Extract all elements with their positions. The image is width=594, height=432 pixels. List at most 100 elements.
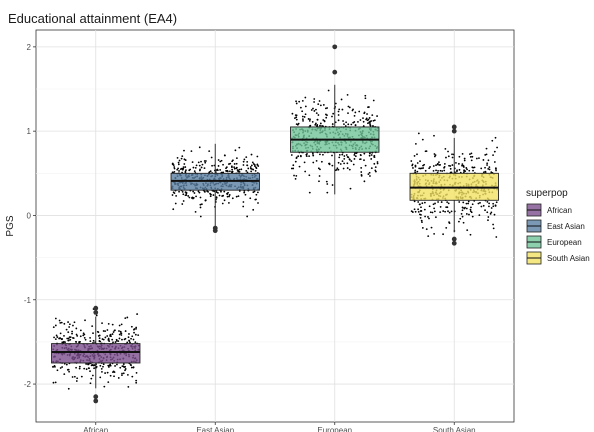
legend-label: European	[547, 238, 582, 247]
jitter-point	[372, 99, 375, 102]
jitter-point	[127, 336, 130, 339]
jitter-point	[421, 221, 423, 223]
jitter-point	[177, 163, 180, 166]
jitter-point	[255, 198, 257, 201]
jitter-point	[331, 115, 333, 118]
jitter-point	[479, 201, 481, 204]
jitter-point	[124, 368, 127, 370]
jitter-point	[464, 206, 466, 209]
jitter-point	[337, 114, 340, 116]
jitter-point	[492, 154, 494, 156]
jitter-point	[354, 111, 357, 114]
jitter-point	[80, 375, 83, 378]
jitter-point	[302, 119, 304, 122]
jitter-point	[52, 365, 54, 368]
jitter-point	[69, 336, 72, 339]
jitter-point	[231, 197, 234, 200]
y-axis: -2 -1 0 1 2	[24, 43, 36, 389]
jitter-point	[464, 170, 467, 173]
jitter-point	[109, 374, 112, 377]
jitter-point	[342, 167, 345, 170]
jitter-point	[462, 221, 465, 224]
jitter-point	[123, 338, 126, 341]
jitter-point	[484, 154, 487, 156]
jitter-point	[350, 160, 353, 162]
jitter-point	[244, 193, 247, 196]
jitter-point	[185, 169, 187, 172]
jitter-point	[89, 382, 92, 385]
jitter-point	[120, 323, 123, 326]
jitter-point	[420, 210, 423, 212]
jitter-point	[366, 119, 369, 122]
jitter-point	[319, 122, 322, 125]
jitter-point	[184, 159, 187, 161]
jitter-point	[238, 168, 241, 171]
jitter-point	[134, 333, 137, 336]
jitter-point	[59, 322, 62, 324]
jitter-point	[114, 365, 116, 367]
jitter-point	[325, 116, 328, 119]
jitter-point	[182, 167, 185, 170]
y-tick-label: -2	[24, 380, 32, 389]
jitter-point	[429, 211, 432, 214]
jitter-point	[372, 119, 375, 122]
jitter-point	[417, 208, 419, 211]
outlier-point	[93, 398, 99, 404]
jitter-point	[181, 190, 184, 193]
jitter-point	[58, 319, 61, 322]
jitter-point	[135, 381, 138, 384]
jitter-point	[122, 372, 125, 375]
jitter-point	[219, 169, 222, 171]
jitter-point	[172, 191, 175, 194]
jitter-point	[54, 324, 57, 327]
jitter-point	[113, 375, 115, 378]
jitter-point	[121, 374, 123, 377]
jitter-point	[66, 368, 69, 371]
jitter-point	[85, 363, 88, 365]
jitter-point	[101, 338, 104, 340]
jitter-point	[489, 212, 492, 215]
jitter-point	[424, 215, 426, 218]
jitter-point	[171, 194, 174, 196]
gridlines	[36, 30, 514, 422]
jitter-point	[61, 366, 64, 368]
jitter-point	[347, 156, 350, 159]
jitter-point	[111, 333, 114, 335]
jitter-point	[338, 153, 341, 156]
jitter-point	[121, 338, 123, 341]
jitter-point	[444, 210, 447, 213]
jitter-point	[352, 121, 355, 124]
jitter-point	[370, 120, 373, 122]
jitter-point	[63, 322, 66, 325]
jitter-point	[116, 363, 118, 366]
jitter-point	[73, 321, 76, 324]
jitter-point	[223, 199, 226, 202]
jitter-point	[87, 363, 90, 366]
jitter-point	[487, 219, 489, 222]
jitter-point	[435, 164, 437, 167]
jitter-point	[172, 208, 175, 211]
chart-title: Educational attainment (EA4)	[8, 11, 177, 26]
jitter-point	[441, 170, 444, 172]
jitter-point	[461, 164, 463, 167]
jitter-point	[444, 147, 447, 150]
jitter-point	[428, 167, 431, 170]
jitter-point	[54, 338, 57, 341]
jitter-point	[178, 190, 180, 193]
jitter-point	[84, 319, 86, 322]
jitter-point	[363, 159, 365, 162]
jitter-point	[194, 166, 197, 169]
jitter-point	[93, 364, 96, 366]
jitter-point	[237, 170, 240, 173]
jitter-point	[367, 173, 370, 176]
jitter-point	[320, 160, 323, 163]
jitter-point	[257, 202, 259, 204]
jitter-point	[173, 170, 176, 173]
jitter-point	[76, 335, 79, 337]
jitter-point	[316, 124, 318, 127]
jitter-point	[183, 149, 185, 152]
outlier-point	[451, 240, 457, 246]
jitter-point	[107, 322, 110, 325]
jitter-point	[480, 167, 483, 170]
jitter-point	[199, 196, 202, 199]
